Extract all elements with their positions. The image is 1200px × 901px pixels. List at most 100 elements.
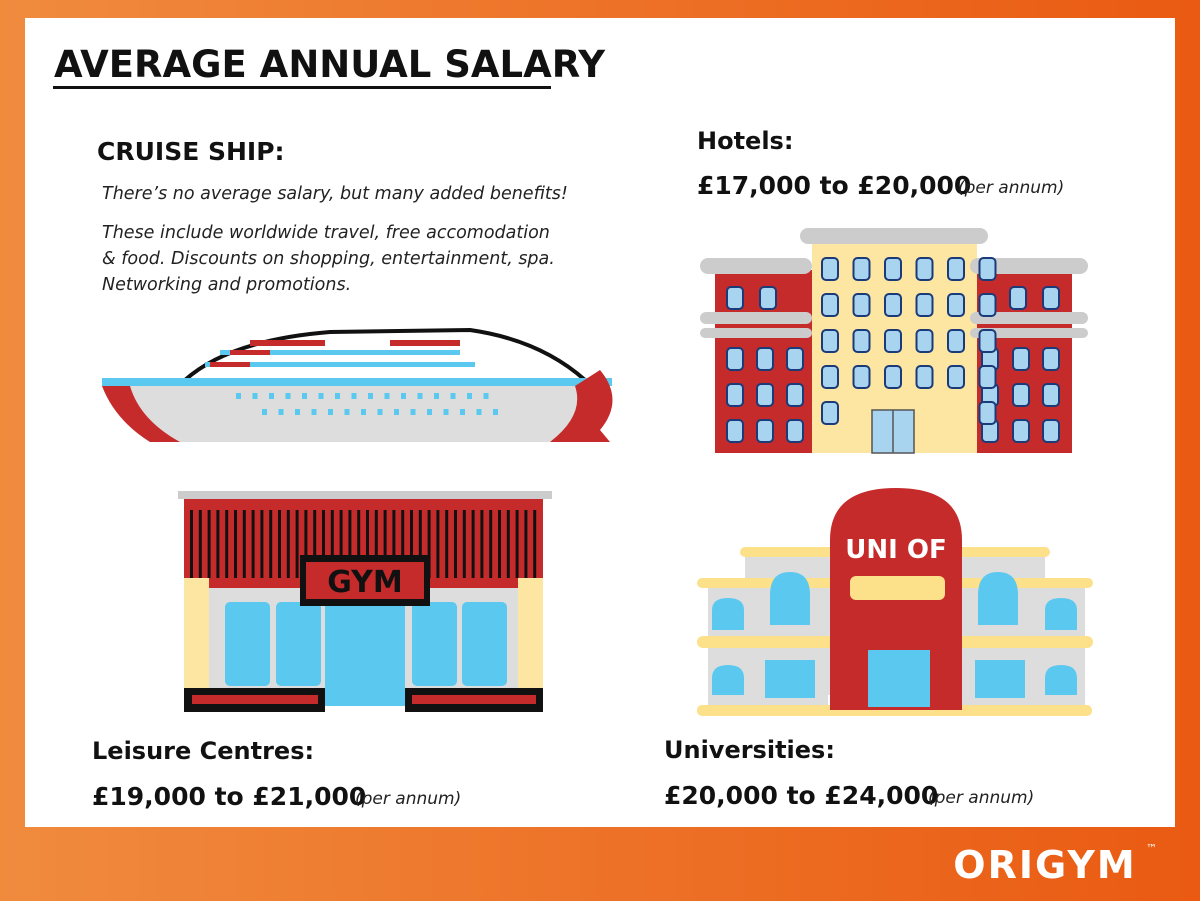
gym-illustration-part [306, 562, 424, 599]
hotel-window [1009, 286, 1027, 310]
gym-stripe [524, 510, 528, 578]
salary: £17,000 to £20,000 [697, 171, 971, 200]
ship-window [351, 393, 357, 399]
gym-stripe [401, 510, 405, 578]
ship-window [443, 409, 449, 415]
hotel-window [947, 293, 965, 317]
gym-stripe [190, 510, 193, 578]
ship-window [285, 393, 291, 399]
hotel-window [726, 383, 744, 407]
hotel-window [978, 293, 997, 317]
hotel-illustration-part [970, 312, 1088, 324]
university-illustration-part [712, 598, 744, 630]
hotel-illustration-part [700, 328, 812, 338]
ship-window [384, 393, 390, 399]
university-illustration-part [1045, 598, 1077, 630]
gym-illustration: GYM [178, 491, 552, 712]
university-illustration-part [712, 665, 744, 695]
gym-stripe [269, 510, 273, 578]
cruise-ship-illustration-part [550, 370, 613, 442]
hotel-illustration-part [700, 258, 812, 274]
title: AVERAGE ANNUAL SALARY [54, 43, 606, 86]
gym-stripe [339, 510, 343, 578]
university-illustration-part [850, 576, 945, 600]
ship-window [368, 393, 373, 399]
salary-note: (per annum) [928, 788, 1034, 808]
ship-window [377, 409, 383, 415]
gym-stripe [445, 510, 449, 578]
hotel-window [1012, 383, 1030, 407]
cruise-ship-illustration-part [250, 340, 325, 346]
cruise-ship-illustration [102, 327, 613, 442]
hotel-window [1012, 347, 1030, 371]
hotel-illustration-part [726, 257, 1060, 443]
gym-illustration-part [276, 602, 321, 686]
hotel-window [884, 257, 902, 281]
cruise-ship-illustration-part [102, 386, 180, 442]
hotel-window [756, 419, 774, 443]
gym-stripe [462, 510, 466, 578]
gym-illustration-part [412, 695, 536, 704]
hotel-window [786, 419, 804, 443]
gym-stripe [533, 510, 537, 578]
trademark: ™ [1146, 842, 1157, 855]
gym-stripe [295, 510, 299, 578]
body-text: There’s no average salary, but many adde… [102, 184, 568, 204]
ship-window [236, 393, 241, 399]
university-illustration-part [978, 572, 1018, 625]
hotel-window [786, 347, 804, 371]
gym-illustration-part [225, 602, 270, 686]
university-illustration-part [955, 636, 1093, 648]
ship-window [450, 393, 456, 399]
gym-illustration-part [192, 695, 318, 704]
ship-window [302, 393, 307, 399]
hotel-window [756, 383, 774, 407]
hotel-window [978, 257, 997, 281]
gym-stripe [198, 510, 202, 578]
hotel-window [915, 257, 934, 281]
gym-stripe [357, 510, 361, 578]
body-text: & food. Discounts on shopping, entertain… [102, 249, 555, 269]
uni-sign: UNI OF [845, 535, 946, 565]
logo: ORIGYM [953, 843, 1136, 887]
section-label: CRUISE SHIP: [97, 137, 285, 166]
cruise-ship-illustration-part [210, 362, 250, 367]
gym-illustration-part [518, 578, 543, 688]
gym-sign: GYM [327, 565, 403, 600]
gym-stripe [480, 510, 484, 578]
ship-window [427, 409, 432, 415]
gym-illustration-part [412, 602, 457, 686]
ship-window [401, 393, 406, 399]
ship-window [318, 393, 324, 399]
hotel-window [978, 365, 997, 389]
ship-window [344, 409, 350, 415]
hotel-window [947, 329, 965, 353]
ship-window [434, 393, 439, 399]
ship-window [328, 409, 333, 415]
cruise-ship-illustration-part [220, 350, 460, 355]
ship-window [295, 409, 300, 415]
salary-note: (per annum) [355, 789, 461, 809]
ship-window [335, 393, 340, 399]
hotel-illustration-part [970, 328, 1088, 338]
gym-stripe [383, 510, 387, 578]
ship-window [394, 409, 399, 415]
gym-stripe [330, 510, 334, 578]
gym-stripe [234, 510, 237, 578]
ship-window [493, 409, 498, 415]
hotel-window [726, 286, 744, 310]
ship-window [410, 409, 416, 415]
hotel-window [978, 401, 997, 425]
university-illustration-part [697, 636, 835, 648]
university-illustration: UNI OF [697, 488, 1093, 716]
gym-stripe [498, 510, 501, 578]
ship-window [483, 393, 489, 399]
gym-illustration-part [462, 602, 507, 686]
gym-stripe [260, 510, 264, 578]
hotel-window [726, 419, 744, 443]
university-illustration-part [868, 650, 930, 707]
gym-stripe [207, 510, 211, 578]
hotel-window [884, 329, 902, 353]
cruise-ship-illustration-part [102, 378, 612, 386]
